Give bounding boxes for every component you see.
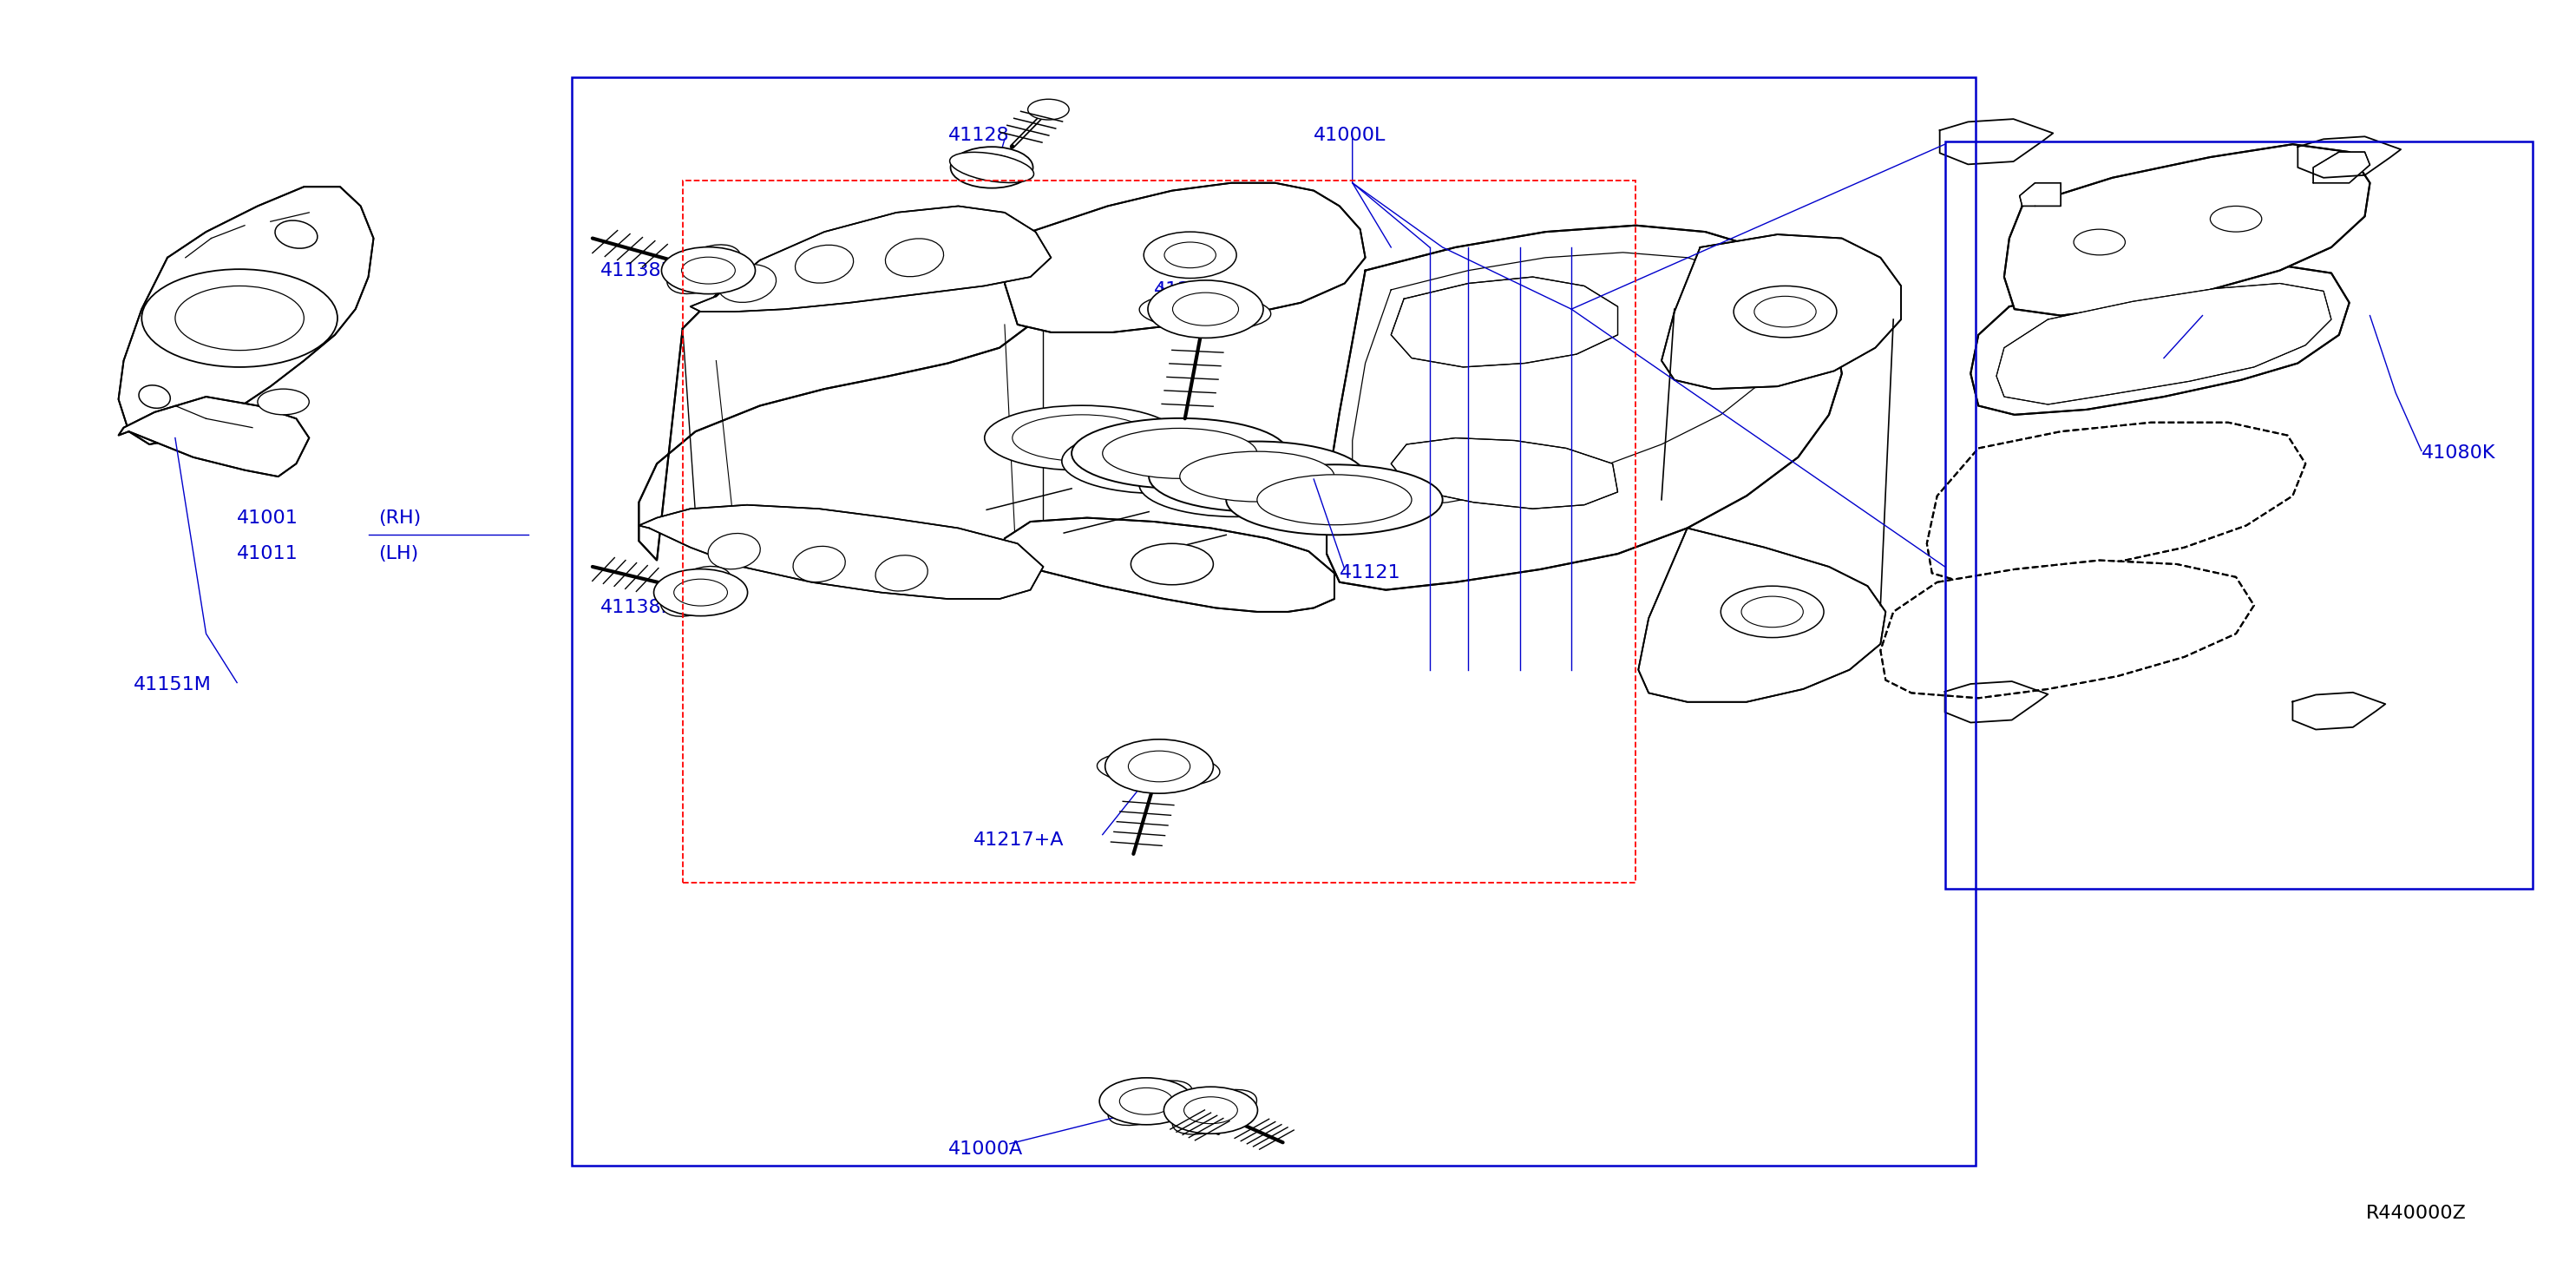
Ellipse shape	[1097, 751, 1221, 787]
Circle shape	[1128, 751, 1190, 782]
Circle shape	[675, 580, 726, 605]
Circle shape	[258, 389, 309, 415]
Text: 41138H: 41138H	[600, 599, 675, 617]
Circle shape	[1121, 1088, 1172, 1114]
Polygon shape	[118, 397, 309, 477]
Circle shape	[662, 247, 755, 294]
Ellipse shape	[1108, 1081, 1193, 1126]
Polygon shape	[1662, 234, 1901, 389]
Circle shape	[175, 286, 304, 350]
Text: 41000K: 41000K	[2164, 354, 2239, 372]
Circle shape	[1172, 292, 1239, 326]
Text: 41217+A: 41217+A	[974, 831, 1064, 849]
Ellipse shape	[1172, 1090, 1257, 1135]
Circle shape	[1185, 1097, 1236, 1123]
Ellipse shape	[1012, 415, 1151, 461]
Polygon shape	[1927, 422, 2306, 582]
Ellipse shape	[1090, 438, 1229, 484]
Ellipse shape	[667, 245, 742, 294]
Bar	[683, 180, 1636, 882]
Circle shape	[1105, 739, 1213, 793]
Polygon shape	[639, 505, 1043, 599]
Ellipse shape	[1180, 452, 1334, 502]
Ellipse shape	[951, 152, 1033, 183]
Text: 41000L: 41000L	[1314, 126, 1386, 144]
Ellipse shape	[659, 567, 732, 617]
Circle shape	[1144, 232, 1236, 278]
Ellipse shape	[1226, 465, 1443, 535]
Polygon shape	[690, 206, 1051, 312]
Ellipse shape	[1139, 292, 1270, 331]
Polygon shape	[1971, 264, 2349, 415]
Polygon shape	[1880, 560, 2254, 698]
Ellipse shape	[1257, 475, 1412, 526]
Ellipse shape	[719, 264, 775, 303]
Text: 41128: 41128	[948, 126, 1010, 144]
Ellipse shape	[139, 385, 170, 408]
Circle shape	[1100, 1078, 1193, 1124]
Circle shape	[1741, 596, 1803, 627]
Ellipse shape	[1139, 452, 1334, 516]
Text: R440000Z: R440000Z	[2365, 1204, 2468, 1222]
Text: 41001: 41001	[237, 509, 299, 527]
Ellipse shape	[876, 555, 927, 591]
Ellipse shape	[793, 546, 845, 582]
Ellipse shape	[984, 406, 1180, 470]
Ellipse shape	[886, 238, 943, 277]
Ellipse shape	[1072, 419, 1288, 488]
Text: (RH): (RH)	[379, 509, 422, 527]
Circle shape	[1721, 586, 1824, 638]
Circle shape	[142, 269, 337, 367]
Ellipse shape	[1149, 442, 1365, 511]
Circle shape	[2210, 206, 2262, 232]
Circle shape	[951, 147, 1033, 188]
Text: 41138H: 41138H	[600, 261, 675, 279]
Text: 41151M: 41151M	[134, 676, 211, 694]
Circle shape	[1754, 296, 1816, 327]
Circle shape	[1164, 1087, 1257, 1133]
Text: 41080K: 41080K	[2421, 444, 2496, 462]
Polygon shape	[2313, 152, 2370, 183]
Bar	[572, 77, 1976, 1166]
Polygon shape	[999, 518, 1334, 612]
Circle shape	[654, 569, 747, 616]
Circle shape	[683, 258, 734, 283]
Circle shape	[1028, 99, 1069, 120]
Text: 41000A: 41000A	[948, 1140, 1023, 1158]
Polygon shape	[118, 187, 374, 444]
Text: 41217: 41217	[1154, 281, 1216, 299]
Polygon shape	[2004, 144, 2370, 316]
Circle shape	[1164, 242, 1216, 268]
Polygon shape	[1996, 283, 2331, 404]
Ellipse shape	[796, 245, 853, 283]
Polygon shape	[1391, 277, 1618, 367]
Ellipse shape	[1167, 461, 1306, 507]
Ellipse shape	[1103, 429, 1257, 479]
Ellipse shape	[1061, 429, 1257, 493]
Text: 41011: 41011	[237, 545, 299, 563]
Text: (LH): (LH)	[379, 545, 420, 563]
Ellipse shape	[708, 533, 760, 569]
Circle shape	[1131, 544, 1213, 585]
Polygon shape	[1391, 438, 1618, 509]
Circle shape	[966, 155, 1018, 180]
Circle shape	[1149, 281, 1262, 337]
Circle shape	[2074, 229, 2125, 255]
Polygon shape	[1638, 528, 1886, 702]
Bar	[1945, 142, 2532, 889]
Circle shape	[1734, 286, 1837, 337]
Polygon shape	[639, 219, 1051, 560]
Polygon shape	[1005, 183, 1365, 332]
Polygon shape	[1327, 225, 1842, 590]
Ellipse shape	[276, 220, 317, 249]
Text: 41121: 41121	[1340, 564, 1401, 582]
Polygon shape	[2020, 183, 2061, 206]
